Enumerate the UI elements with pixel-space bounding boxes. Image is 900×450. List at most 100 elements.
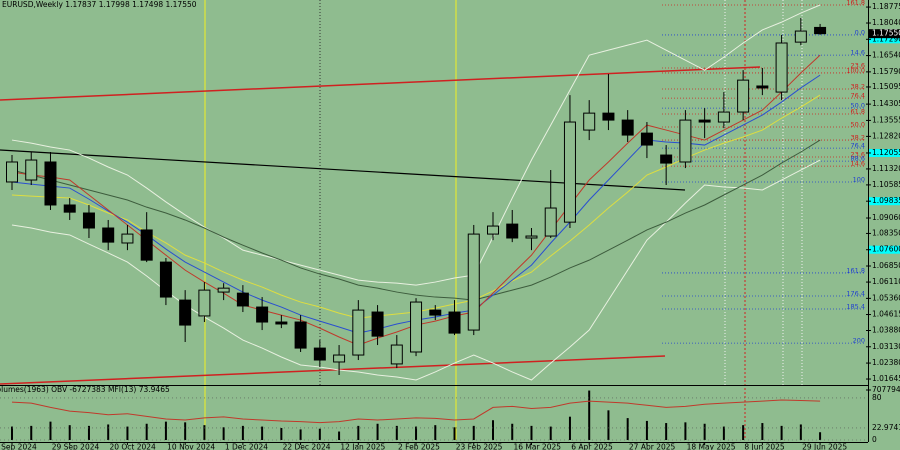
y-tick-label: 1.07600: [872, 245, 900, 254]
candle: [352, 300, 365, 361]
volume-bar: [280, 427, 283, 440]
candle: [621, 110, 634, 143]
volume-bar: [761, 423, 764, 440]
fib-label: 200: [853, 337, 865, 345]
volume-bar: [203, 425, 206, 440]
candle-body: [198, 289, 211, 317]
indicator-line: [11, 139, 821, 301]
volume-bar: [164, 421, 167, 440]
volume-bar: [241, 425, 244, 440]
last-price-box: [869, 29, 900, 39]
highlight-group: [869, 35, 900, 254]
candle-body: [294, 321, 307, 349]
volume-bar: [472, 425, 475, 440]
candle-body: [602, 112, 615, 121]
volume-bar: [742, 425, 745, 440]
fib-label: 100: [853, 175, 865, 183]
candle-body: [121, 233, 134, 244]
fib-label: 176.4: [846, 289, 865, 297]
candle: [179, 290, 192, 343]
volume-bar: [222, 427, 225, 440]
fib-label: 38.2: [851, 83, 865, 91]
candle: [82, 204, 95, 238]
volume-bar: [68, 425, 71, 440]
y-tick-label: 1.10585: [872, 180, 900, 189]
candle: [698, 108, 711, 139]
fib-label: 161.8: [846, 266, 865, 274]
candle-body: [544, 207, 557, 237]
candle: [429, 305, 442, 321]
candle-body: [583, 112, 596, 131]
candle: [467, 224, 480, 336]
candle-body: [82, 212, 95, 229]
fib-label: 50.0: [851, 121, 865, 129]
candle: [660, 145, 673, 186]
candle: [583, 100, 596, 141]
candle-body: [487, 225, 499, 235]
indicator-title: Volumes(1963) OBV -6727383 MFI(13) 73.94…: [0, 385, 170, 394]
candle-body: [63, 204, 76, 213]
volume-bar: [665, 423, 668, 440]
candle: [256, 297, 269, 331]
y-tick-label: 1.13555: [872, 115, 900, 124]
fib-label: 14.6: [851, 49, 865, 57]
candle-body: [25, 159, 38, 181]
y-tick-label: 1.09060: [872, 213, 900, 222]
y-tick-label: 1.14305: [872, 99, 900, 108]
candle-body: [506, 223, 519, 239]
volume-bar: [338, 431, 341, 440]
y-tick-label: 1.18040: [872, 18, 900, 27]
volume-bar: [549, 426, 552, 440]
candle-body: [525, 235, 538, 239]
candle: [640, 122, 653, 159]
candle: [602, 74, 615, 131]
candle: [717, 92, 730, 129]
candle: [794, 18, 807, 46]
candle-body: [563, 121, 576, 223]
fib-label: 14.6: [851, 160, 865, 168]
chart-title: EURUSD,Weekly 1.17837 1.17998 1.17498 1.…: [2, 0, 197, 9]
y-tick-label: 1.02380: [872, 358, 900, 367]
fib-label: 23.6: [851, 150, 865, 158]
candle: [198, 282, 211, 323]
x-tick-label: 10 Nov 2024: [167, 443, 215, 450]
mfi-tick-label: 0: [872, 435, 877, 444]
x-tick-label: 23 Feb 2025: [456, 443, 503, 450]
volume-bar: [819, 432, 822, 440]
volume-bar: [357, 425, 360, 440]
x-tick-label: 29 Jun 2025: [802, 443, 847, 450]
candle-body: [756, 85, 769, 89]
volume-bar: [530, 425, 533, 440]
candle-body: [410, 301, 423, 353]
candle: [679, 110, 692, 169]
y-tick-label: 1.15790: [872, 67, 900, 76]
volume-bar: [261, 426, 264, 440]
last-price-label: 1.17550: [872, 29, 900, 38]
candle: [487, 212, 499, 241]
y-tick-label: 1.04615: [872, 310, 900, 319]
y-tick-label: 1.09835: [872, 196, 900, 205]
candle-body: [217, 287, 230, 293]
y-tick-label: 1.05360: [872, 293, 900, 302]
candle-body: [102, 227, 115, 243]
candle-body: [352, 309, 365, 356]
candle: [563, 95, 576, 229]
x-tick-label: 18 May 2025: [687, 443, 736, 450]
y-tick-label: 1.16540: [872, 51, 900, 60]
y-tick-label: 1.03880: [872, 325, 900, 334]
candle: [448, 300, 461, 336]
candle-body: [621, 119, 634, 136]
candle-body: [256, 306, 269, 323]
x-tick-label: 1 Dec 2024: [225, 443, 268, 450]
volume-bar: [30, 425, 33, 440]
candle-body: [448, 311, 461, 334]
candle: [294, 315, 307, 352]
fib-label: 23.6: [851, 61, 865, 69]
volume-bar: [511, 423, 514, 440]
volume-bar: [11, 426, 13, 440]
level-highlight: [869, 245, 900, 254]
volume-bar: [645, 420, 648, 440]
x-tick-label: 29 Sep 2024: [52, 443, 100, 450]
x-tick-label: 12 Jan 2025: [340, 443, 385, 450]
